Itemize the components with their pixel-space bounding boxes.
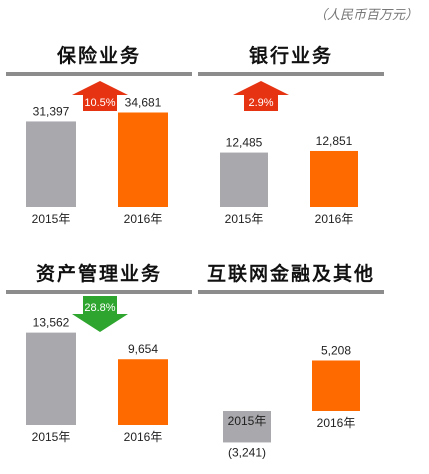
panel-title: 互联网金融及其他 [206,262,375,285]
bar-2016 [118,112,168,207]
panel-title: 资产管理业务 [35,262,162,285]
growth-label: 2.9% [248,97,273,109]
bar-2016 [312,360,360,411]
panel-banking: 银行业务 12,485 2015年 12,851 2016年 2.9% [198,36,384,226]
panel-internet-finance: 互联网金融及其他 (3,241) 2015年 5,208 2016年 [198,254,384,472]
data-label: 5,208 [321,343,351,357]
data-label: 12,851 [316,134,353,148]
panel-title: 保险业务 [56,44,141,67]
category-label: 2016年 [317,416,356,430]
bar-2015 [26,121,76,207]
panel-asset-management: 资产管理业务 13,562 2015年 9,654 2016年 28.8% [6,254,192,444]
panel-chart: 13,562 2015年 9,654 2016年 28.8% [26,296,168,444]
growth-arrow-down-icon [72,296,128,332]
growth-arrow-up-icon [72,81,128,111]
panel-chart: 31,397 2015年 34,681 2016年 10.5% [26,81,168,226]
data-label: 12,485 [226,136,263,150]
category-label: 2015年 [225,212,264,226]
data-label: 31,397 [33,104,70,118]
growth-arrow-up-icon [233,81,289,111]
bar-2015 [220,152,268,207]
panel-divider [6,290,192,294]
panel-divider [198,290,384,294]
growth-label: 10.5% [84,97,115,109]
category-label: 2015年 [32,212,71,226]
bar-2015 [223,411,271,443]
bar-2016 [310,150,358,207]
data-label: 34,681 [125,95,162,109]
bar-2015 [26,332,76,425]
data-label: (3,241) [228,445,266,459]
data-label: 13,562 [33,316,70,330]
category-label: 2015年 [32,430,71,444]
unit-label: （人民币百万元） [313,8,418,23]
bar-2016 [118,359,168,425]
category-label: 2016年 [124,212,163,226]
panel-chart: 12,485 2015年 12,851 2016年 2.9% [220,81,358,226]
category-label: 2016年 [315,212,354,226]
panel-chart: (3,241) 2015年 5,208 2016年 [223,343,360,459]
panel-divider [6,72,192,76]
panel-title: 银行业务 [248,44,333,67]
growth-label: 28.8% [84,302,115,314]
data-label: 9,654 [128,342,158,356]
category-label: 2016年 [124,430,163,444]
panel-divider [198,72,384,76]
panel-insurance: 保险业务 31,397 2015年 34,681 2016年 10.5% [6,36,192,226]
category-label: 2015年 [228,414,267,428]
